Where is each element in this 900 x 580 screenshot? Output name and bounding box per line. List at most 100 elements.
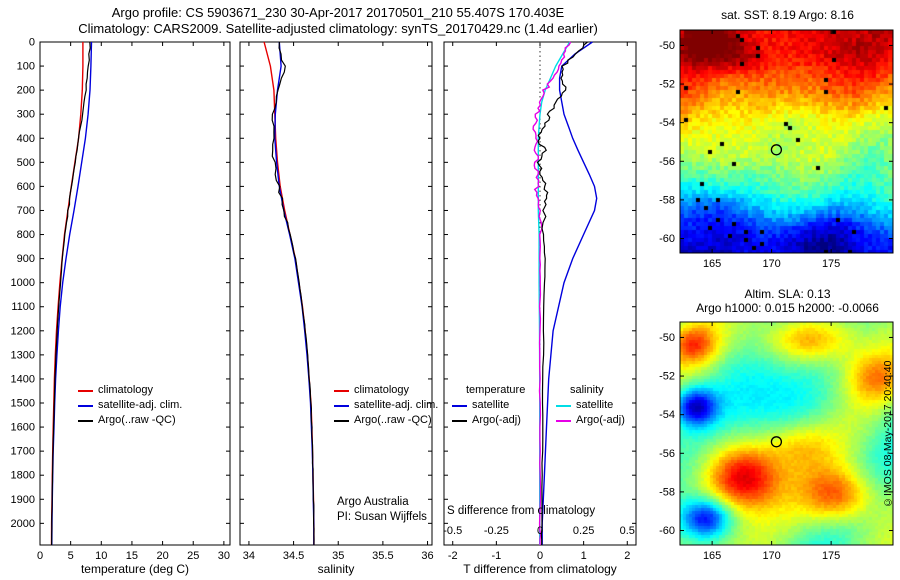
legend-label: Argo(-adj) <box>576 414 625 426</box>
tick-label: -58 <box>659 486 675 498</box>
tick-label: 1200 <box>11 325 35 337</box>
legend-row-satellite: satellite <box>452 398 525 413</box>
sst-map-title: sat. SST: 8.19 Argo: 8.16 <box>721 8 854 22</box>
tick-label: -56 <box>659 448 675 460</box>
legend-row-satellite-clim: satellite-adj. clim. <box>78 398 182 413</box>
satellite-tdiff-line-swatch <box>452 404 467 407</box>
tick-label: 1600 <box>11 422 35 434</box>
legend-label: satellite-adj. clim. <box>354 399 439 411</box>
satellite-sdiff-line-swatch <box>556 404 571 407</box>
satellite-adj. clim.-curve <box>274 41 315 546</box>
tick-label: -60 <box>659 233 675 245</box>
tick-label: 170 <box>762 258 780 270</box>
tick-label: -54 <box>659 409 675 421</box>
figure-subtitle: Climatology: CARS2009. Satellite-adjuste… <box>78 21 598 36</box>
tick-label: -54 <box>659 117 675 129</box>
legend-label: climatology <box>98 384 154 396</box>
difference-legend-salinity-column: salinity satellite Argo(-adj) <box>556 383 625 428</box>
tick-label: 20 <box>156 550 168 562</box>
temperature-axis-label: temperature (deg C) <box>80 562 190 576</box>
tick-label: 2000 <box>11 518 35 530</box>
legend-label: satellite-adj. clim. <box>98 399 183 411</box>
satellite-adj. clim.-curve <box>51 41 93 546</box>
tick-label: 1800 <box>11 470 35 482</box>
tick-label: 1300 <box>11 349 35 361</box>
tick-label: 700 <box>17 205 35 217</box>
tick-label: -2 <box>448 550 458 562</box>
legend-label: climatology <box>354 384 410 396</box>
legend-row-argo-adj: Argo(-adj) <box>556 413 625 428</box>
difference-legend-temperature-column: temperature satellite Argo(-adj) <box>452 383 525 428</box>
tick-label: 175 <box>822 258 840 270</box>
argo-height-subtitle: Argo h1000: 0.015 h2000: -0.0066 <box>696 301 879 315</box>
pi-note: PI: Susan Wijffels <box>337 511 427 523</box>
legend-row-climatology: climatology <box>78 383 182 398</box>
legend-label: Argo(-adj) <box>472 414 521 426</box>
tick-label: -50 <box>659 40 675 52</box>
tick-label: 0.25 <box>573 525 594 537</box>
tick-label: 0 <box>29 37 35 49</box>
tick-label: -0.5 <box>443 525 462 537</box>
tick-label: 300 <box>17 109 35 121</box>
legend-row-climatology: climatology <box>334 383 438 398</box>
tick-label: 1400 <box>11 373 35 385</box>
tick-label: 1500 <box>11 398 35 410</box>
S satellite-curve <box>537 41 571 545</box>
argo-line-swatch <box>78 419 93 422</box>
tick-label: 0 <box>537 550 543 562</box>
argo-tdiff-line-swatch <box>452 419 467 422</box>
axis-box <box>239 41 433 546</box>
tick-label: -52 <box>659 79 675 91</box>
legend-header-temperature: temperature <box>466 384 526 396</box>
tick-label: 1100 <box>11 301 35 313</box>
sla-map-title: Altim. SLA: 0.13 <box>744 287 831 301</box>
sdiff-axis-label: S difference from climatology <box>447 505 596 517</box>
tick-label: 25 <box>187 550 199 562</box>
sst-heatmap-canvas <box>680 30 893 253</box>
tdiff-axis-label: T difference from climatology <box>463 562 617 576</box>
tick-label: 15 <box>126 550 138 562</box>
tick-label: 35 <box>332 550 344 562</box>
tick-label: 200 <box>17 85 35 97</box>
legend-label: Argo(..raw -QC) <box>98 414 176 426</box>
tick-label: -52 <box>659 371 675 383</box>
tick-label: 1900 <box>11 494 35 506</box>
satellite-clim-line-swatch <box>334 404 349 407</box>
T satellite-curve <box>541 41 598 545</box>
tick-label: 400 <box>17 133 35 145</box>
tick-label: 500 <box>17 157 35 169</box>
tick-label: 34.5 <box>283 550 304 562</box>
legend-row-satellite: satellite <box>556 398 625 413</box>
tick-label: 34 <box>243 550 255 562</box>
climatology-line-swatch <box>78 389 93 392</box>
Argo(..raw -QC)-curve <box>271 41 315 546</box>
legend-label: satellite <box>472 399 510 411</box>
tick-label: 170 <box>762 550 780 562</box>
tick-label: 600 <box>17 181 35 193</box>
tick-label: 35.5 <box>372 550 393 562</box>
argo-australia-note: Argo Australia <box>337 496 409 508</box>
tick-label: 10 <box>95 550 107 562</box>
legend-label: Argo(..raw -QC) <box>354 414 432 426</box>
legend-row-argo-adj: Argo(-adj) <box>452 413 525 428</box>
tick-label: 2 <box>624 550 630 562</box>
tick-label: 36 <box>421 550 433 562</box>
tick-label: 900 <box>17 253 35 265</box>
tick-label: 800 <box>17 229 35 241</box>
tick-label: 0 <box>537 525 543 537</box>
salinity-legend: climatology satellite-adj. clim. Argo(..… <box>334 383 438 428</box>
tick-label: 1700 <box>11 446 35 458</box>
salinity-axis-label: salinity <box>317 562 355 576</box>
tick-label: -50 <box>659 332 675 344</box>
climatology-curve <box>263 41 315 545</box>
figure-title: Argo profile: CS 5903671_230 30-Apr-2017… <box>111 5 565 20</box>
legend-label: satellite <box>576 399 614 411</box>
sla-heatmap-canvas <box>680 322 893 545</box>
tick-label: 0 <box>37 550 43 562</box>
legend-row-argo: Argo(..raw -QC) <box>334 413 438 428</box>
axis-box <box>39 41 231 546</box>
tick-label: 165 <box>703 550 721 562</box>
tick-label: 1000 <box>11 277 35 289</box>
legend-row-satellite-clim: satellite-adj. clim. <box>334 398 438 413</box>
T Argo(-adj)-curve <box>536 41 588 545</box>
